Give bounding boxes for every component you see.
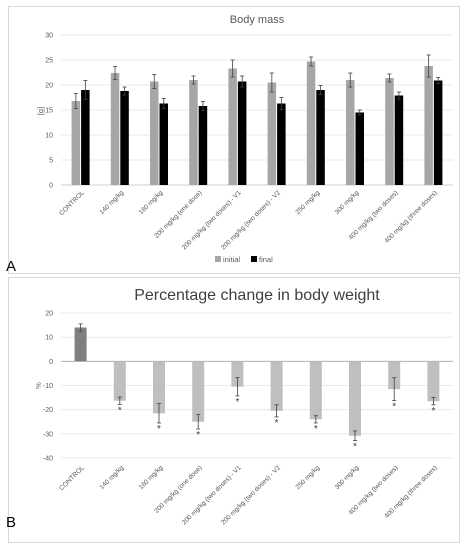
x-tick-label: 300 mg/kg <box>334 464 361 491</box>
y-tick-label: 15 <box>45 108 53 115</box>
legend-swatch-initial <box>215 256 221 262</box>
y-axis-label: [g] <box>36 107 45 115</box>
y-tick-label: 10 <box>45 133 53 140</box>
bar-final-250-mg-kg <box>316 90 325 185</box>
x-tick-label: CONTROL <box>58 464 86 492</box>
y-tick-label: 5 <box>49 158 53 165</box>
significance-mark: * <box>314 424 318 435</box>
bar-initial-200-mg-kg-one-dose <box>189 80 198 185</box>
x-tick-label: 250 mg/kg <box>294 464 321 491</box>
body-mass-chart-panel: Body mass 0 5 10 15 20 25 30 [g] CONTROL 140 mg/kg… <box>8 6 460 274</box>
panel-label-b: B <box>6 514 17 531</box>
significance-mark: * <box>353 442 357 453</box>
y-tick-label: 30 <box>45 33 53 40</box>
y-tick-label: 20 <box>45 83 53 90</box>
significance-mark: * <box>118 405 122 416</box>
y-tick-label: 0 <box>49 359 53 366</box>
bar-final-400-mg-kg-three-doses <box>433 80 443 185</box>
bar-initial-250-mg-kg <box>306 61 316 185</box>
bar-final-160-mg-kg <box>159 103 168 185</box>
body-mass-chart: Body mass 0 5 10 15 20 25 30 [g] CONTROL 140 mg/kg… <box>36 14 453 264</box>
chart-title: Percentage change in body weight <box>134 287 380 304</box>
y-tick-label: -40 <box>43 456 53 463</box>
significance-mark: * <box>431 406 435 417</box>
significance-mark: * <box>196 430 200 441</box>
x-tick-label: CONTROL <box>58 189 86 217</box>
percentage-change-chart: Percentage change in body weight -40 -30 -2… <box>34 287 453 526</box>
bar-250-mg-kg <box>309 361 322 420</box>
bar-300-mg-kg <box>349 361 361 436</box>
percentage-change-chart-panel: Percentage change in body weight -40 -30 -2… <box>8 277 460 543</box>
chart-title: Body mass <box>230 14 285 26</box>
bar-initial-200-mg-kg-two-doses-v1 <box>228 68 237 185</box>
y-axis-label: % <box>34 382 43 389</box>
y-tick-label: 0 <box>49 183 53 190</box>
y-tick-label: -30 <box>43 431 53 438</box>
bar-initial-400-mg-kg-two-doses <box>385 78 394 185</box>
bar-final-control <box>81 90 90 185</box>
legend-label-initial: initial <box>223 255 240 264</box>
x-tick-label: 160 mg/kg <box>138 464 165 491</box>
bar-initial-control <box>71 101 81 185</box>
bar-400-mg-kg-three-doses <box>427 361 440 402</box>
bar-200-mg-kg-two-doses-v2 <box>270 361 283 411</box>
legend-label-final: final <box>259 255 273 264</box>
y-tick-label: -10 <box>43 383 53 390</box>
bar-final-300-mg-kg <box>355 112 364 185</box>
x-tick-label: 300 mg/kg <box>334 189 361 216</box>
bar-initial-400-mg-kg-three-doses <box>424 66 433 185</box>
x-tick-label: 160 mg/kg <box>138 189 165 216</box>
significance-mark: * <box>392 401 396 412</box>
bar-160-mg-kg <box>153 361 165 414</box>
panel-label-a: A <box>6 258 17 275</box>
bar-final-140-mg-kg <box>120 91 129 185</box>
bar-final-200-mg-kg-two-doses-v2 <box>277 103 286 185</box>
bar-final-400-mg-kg-two-doses <box>394 95 404 185</box>
bar-final-200-mg-kg-two-doses-v1 <box>237 81 247 185</box>
significance-mark: * <box>275 418 279 429</box>
legend-swatch-final <box>251 256 257 262</box>
bar-initial-300-mg-kg <box>346 80 355 185</box>
bar-200-mg-kg-two-doses-v1 <box>231 361 244 387</box>
bar-control <box>74 327 87 362</box>
y-tick-label: 25 <box>45 58 53 65</box>
x-tick-label: 140 mg/kg <box>98 464 125 491</box>
bar-400-mg-kg-two-doses <box>388 361 401 390</box>
x-tick-label: 250 mg/kg <box>294 189 321 216</box>
x-tick-label: 140 mg/kg <box>98 189 125 216</box>
bar-initial-160-mg-kg <box>150 81 159 185</box>
bar-initial-200-mg-kg-two-doses-v2 <box>267 82 277 185</box>
significance-mark: * <box>235 397 239 408</box>
significance-mark: * <box>157 424 161 435</box>
y-tick-label: 20 <box>45 311 53 318</box>
y-tick-label: 10 <box>45 335 53 342</box>
bar-final-200-mg-kg-one-dose <box>198 106 208 185</box>
bar-200-mg-kg-one-dose <box>192 361 205 422</box>
bar-140-mg-kg <box>113 361 126 401</box>
y-tick-label: -20 <box>43 407 53 414</box>
bar-initial-140-mg-kg <box>110 73 120 185</box>
